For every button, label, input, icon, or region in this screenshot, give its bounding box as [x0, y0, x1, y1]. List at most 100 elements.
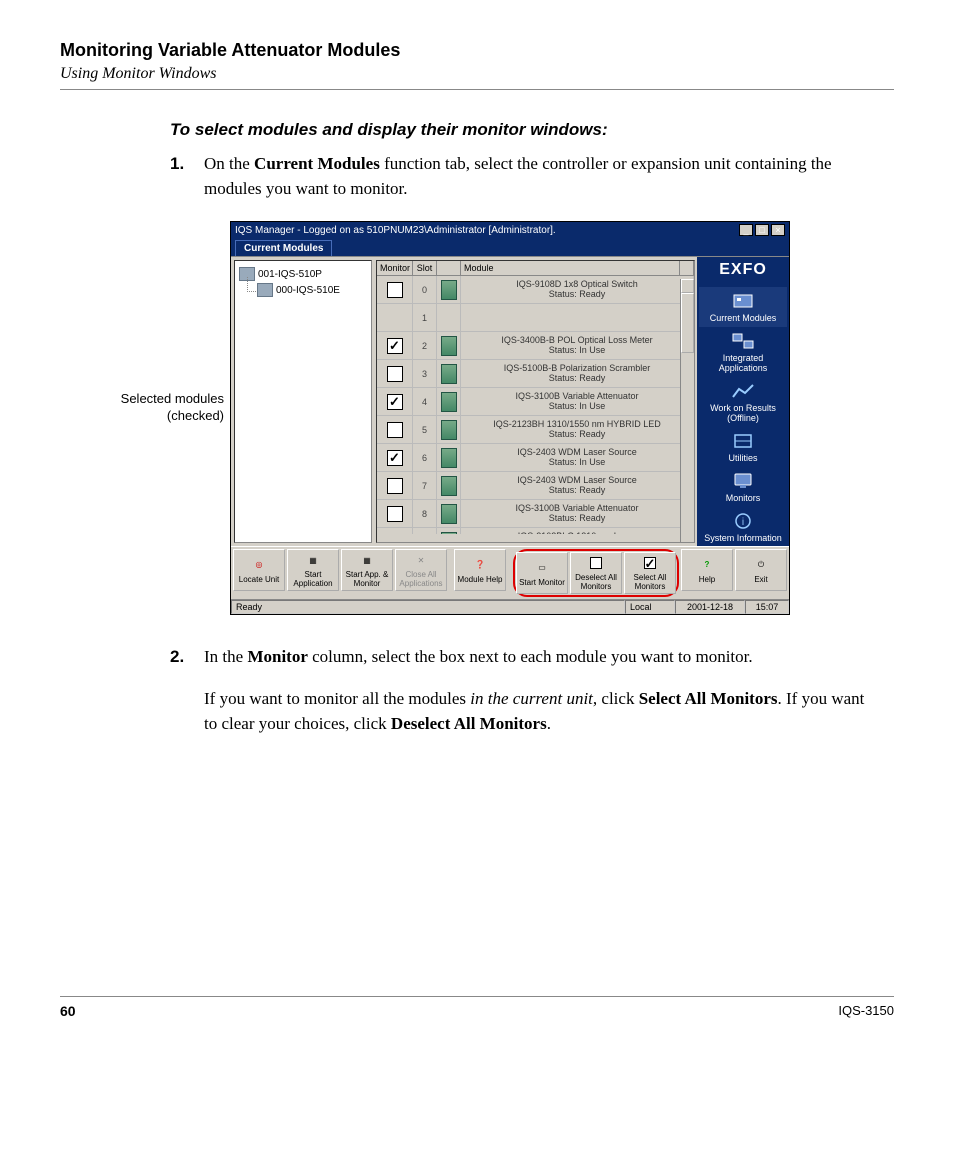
- sidenav-item[interactable]: i System Information: [699, 507, 787, 547]
- module-cell: IQS-2403 WDM Laser SourceStatus: In Use: [461, 444, 694, 471]
- module-icon: [441, 364, 457, 384]
- tab-current-modules[interactable]: Current Modules: [235, 240, 332, 256]
- sidenav-item[interactable]: Work on Results (Offline): [699, 377, 787, 427]
- module-icon-cell: [437, 360, 461, 387]
- unchecked-icon[interactable]: [387, 422, 403, 438]
- slot-cell: 1: [413, 304, 437, 331]
- unchecked-icon[interactable]: [387, 478, 403, 494]
- module-row: 3 IQS-5100B-B Polarization ScramblerStatu…: [377, 360, 694, 388]
- module-name: IQS-2102BLC 1310 nm Laser: [518, 532, 637, 534]
- module-status: Status: In Use: [549, 402, 606, 412]
- checked-icon[interactable]: ✓: [387, 534, 403, 535]
- locate-unit-button[interactable]: ◎Locate Unit: [233, 549, 285, 591]
- help-icon: ?: [698, 557, 716, 573]
- monitor-cell[interactable]: [377, 304, 413, 331]
- sidenav-label: Work on Results (Offline): [700, 404, 786, 424]
- module-cell: IQS-2102BLC 1310 nm LaserStatus: In Use: [461, 528, 694, 534]
- slot-cell: 7: [413, 472, 437, 499]
- slot-cell: 2: [413, 332, 437, 359]
- module-help-button[interactable]: ❓Module Help: [454, 549, 506, 591]
- sidenav-item[interactable]: Monitors: [699, 467, 787, 507]
- minimize-button[interactable]: _: [739, 224, 753, 236]
- deselect-all-button[interactable]: Deselect All Monitors: [570, 552, 622, 594]
- close-button[interactable]: ×: [771, 224, 785, 236]
- module-row: 8IQS-3100B Variable AttenuatorStatus: Re…: [377, 500, 694, 528]
- vertical-scrollbar[interactable]: [680, 279, 694, 542]
- sidenav-item[interactable]: Integrated Applications: [699, 327, 787, 377]
- monitor-cell[interactable]: ✓: [377, 332, 413, 359]
- monitor-icon: ▭: [533, 560, 551, 576]
- module-row: ✓2IQS-3400B-B POL Optical Loss MeterStat…: [377, 332, 694, 360]
- unchecked-icon[interactable]: [387, 282, 403, 298]
- target-icon: ◎: [250, 557, 268, 573]
- sidenav-icon: [730, 290, 756, 312]
- sidenav-icon: [730, 430, 756, 452]
- unchecked-icon[interactable]: [387, 506, 403, 522]
- status-bar: Ready Local 2001-12-18 15:07: [231, 599, 789, 614]
- monitor-cell[interactable]: [377, 416, 413, 443]
- monitor-cell[interactable]: [377, 472, 413, 499]
- sidenav-item[interactable]: Current Modules: [699, 287, 787, 327]
- module-row: 0IQS-9108D 1x8 Optical SwitchStatus: Rea…: [377, 276, 694, 304]
- exit-button[interactable]: ⏻Exit: [735, 549, 787, 591]
- module-icon-cell: [437, 472, 461, 499]
- tree-child[interactable]: 000-IQS-510E: [257, 283, 367, 297]
- monitor-cell[interactable]: ✓: [377, 444, 413, 471]
- close-all-button: ✕Close All Applications: [395, 549, 447, 591]
- procedure-heading: To select modules and display their moni…: [170, 120, 874, 140]
- module-row: 7IQS-2403 WDM Laser SourceStatus: Ready: [377, 472, 694, 500]
- sidenav-item[interactable]: Utilities: [699, 427, 787, 467]
- sidenav-icon: i: [730, 510, 756, 532]
- col-slot: Slot: [413, 261, 437, 275]
- slot-cell: 5: [413, 416, 437, 443]
- checked-icon: ✓: [641, 555, 659, 571]
- step-1: 1. On the Current Modules function tab, …: [170, 152, 874, 201]
- module-icon: [441, 532, 457, 535]
- start-monitor-button[interactable]: ▭Start Monitor: [516, 552, 568, 594]
- select-all-button[interactable]: ✓Select All Monitors: [624, 552, 676, 594]
- maximize-button[interactable]: □: [755, 224, 769, 236]
- sidenav-label: Utilities: [700, 454, 786, 464]
- checked-icon[interactable]: ✓: [387, 338, 403, 354]
- figure: Selected modules (checked) IQS Manager -…: [110, 221, 874, 615]
- module-cell: IQS-9108D 1x8 Optical SwitchStatus: Read…: [461, 276, 694, 303]
- checked-icon[interactable]: ✓: [387, 394, 403, 410]
- module-status: Status: Ready: [549, 290, 606, 300]
- monitor-cell[interactable]: [377, 276, 413, 303]
- power-icon: ⏻: [752, 557, 770, 573]
- document-id: IQS-3150: [838, 1003, 894, 1019]
- checked-icon[interactable]: ✓: [387, 450, 403, 466]
- module-grid: Monitor Slot Module 0IQS-9108D 1x8 Optic…: [376, 260, 695, 543]
- sidenav-icon: [730, 330, 756, 352]
- tree-root[interactable]: 001-IQS-510P: [239, 267, 367, 281]
- module-cell: IQS-3100B Variable AttenuatorStatus: In …: [461, 388, 694, 415]
- unchecked-icon: [587, 555, 605, 571]
- sidenav-label: Monitors: [700, 494, 786, 504]
- module-row: 1: [377, 304, 694, 332]
- unchecked-icon[interactable]: [387, 366, 403, 382]
- side-nav: EXFO Current ModulesIntegrated Applicati…: [697, 257, 789, 546]
- monitor-cell[interactable]: [377, 500, 413, 527]
- app-window: IQS Manager - Logged on as 510PNUM23\Adm…: [230, 221, 790, 615]
- module-icon-cell: [437, 416, 461, 443]
- monitor-cell[interactable]: ✓: [377, 388, 413, 415]
- sidenav-label: System Information: [700, 534, 786, 544]
- start-application-button[interactable]: ▦Start Application: [287, 549, 339, 591]
- scroll-up-button[interactable]: [681, 279, 694, 293]
- status-time: 15:07: [745, 600, 789, 614]
- scroll-thumb[interactable]: [681, 293, 694, 353]
- page-footer: 60 IQS-3150: [60, 996, 894, 1019]
- module-icon: [441, 476, 457, 496]
- device-tree[interactable]: 001-IQS-510P 000-IQS-510E: [234, 260, 372, 543]
- slot-cell: 8: [413, 500, 437, 527]
- help-button[interactable]: ?Help: [681, 549, 733, 591]
- module-cell: IQS-5100B-B Polarization ScramblerStatus…: [461, 360, 694, 387]
- section-subtitle: Using Monitor Windows: [60, 65, 894, 83]
- slot-cell: 3: [413, 360, 437, 387]
- step-number: 2.: [170, 645, 190, 670]
- module-status: Status: In Use: [549, 458, 606, 468]
- grid-rows: 0IQS-9108D 1x8 Optical SwitchStatus: Rea…: [377, 276, 694, 534]
- monitor-cell[interactable]: ✓: [377, 528, 413, 534]
- start-app-monitor-button[interactable]: ▦Start App. & Monitor: [341, 549, 393, 591]
- monitor-cell[interactable]: [377, 360, 413, 387]
